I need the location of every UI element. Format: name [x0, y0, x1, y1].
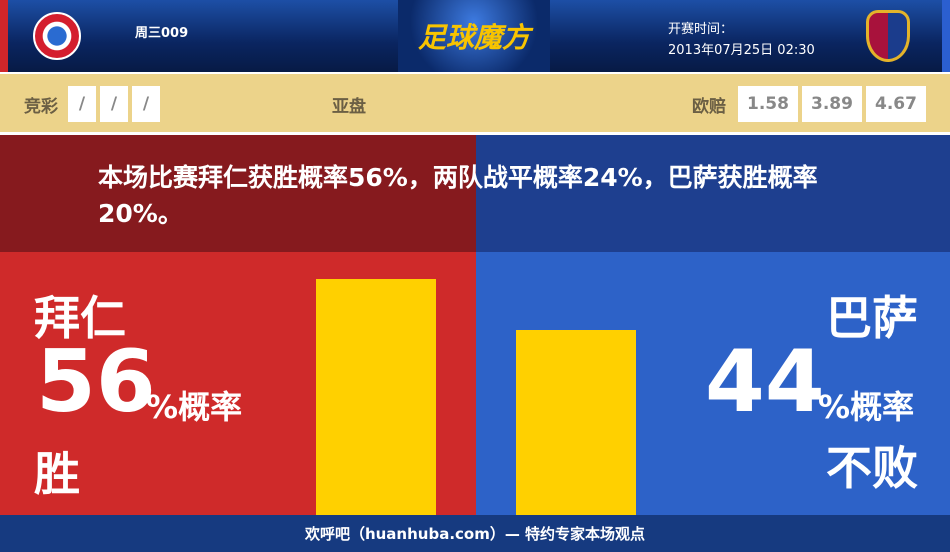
jingcai-odds: / [132, 86, 160, 122]
home-team-name: 拜仁 [34, 291, 126, 345]
prediction-summary: 本场比赛拜仁获胜概率56%，两队战平概率24%，巴萨获胜概率20%。 [98, 163, 818, 228]
odds-bar: 竞彩 / / / 亚盘 欧赔 1.58 3.89 4.67 [0, 72, 950, 132]
home-unit: %概率 [146, 388, 243, 426]
jingcai-odds: / [100, 86, 128, 122]
ouzhou-label: 欧赔 [692, 97, 726, 117]
kickoff-label: 开赛时间： [668, 22, 734, 37]
ouzhou-home-odds: 1.58 [738, 86, 798, 122]
jingcai-odds: / [68, 86, 96, 122]
footer: 欢呼吧（huanhuba.com）— 特约专家本场观点 [0, 515, 950, 552]
ouzhou-draw-odds: 3.89 [802, 86, 862, 122]
home-probability: 56 [36, 332, 156, 432]
away-probability-bar [516, 329, 636, 515]
home-probability-bar [316, 279, 436, 515]
away-unit: %概率 [818, 388, 915, 426]
barcelona-logo [866, 10, 910, 62]
bayern-logo [33, 12, 81, 60]
kickoff-time: 2013年07月25日 02:30 [668, 43, 815, 58]
app-logo: 足球魔方 [398, 0, 550, 72]
ouzhou-away-odds: 4.67 [866, 86, 926, 122]
home-outcome: 胜 [34, 447, 80, 501]
away-color-strip [942, 0, 950, 72]
home-color-strip [0, 0, 8, 72]
summary-band-home [0, 135, 476, 252]
summary-band-away [476, 135, 950, 252]
away-outcome: 不败 [826, 441, 918, 495]
jingcai-label: 竞彩 [24, 97, 58, 117]
away-probability: 44 [705, 332, 825, 432]
match-code: 周三009 [135, 26, 189, 41]
yapan-label: 亚盘 [332, 97, 366, 117]
away-team-name: 巴萨 [826, 291, 918, 345]
